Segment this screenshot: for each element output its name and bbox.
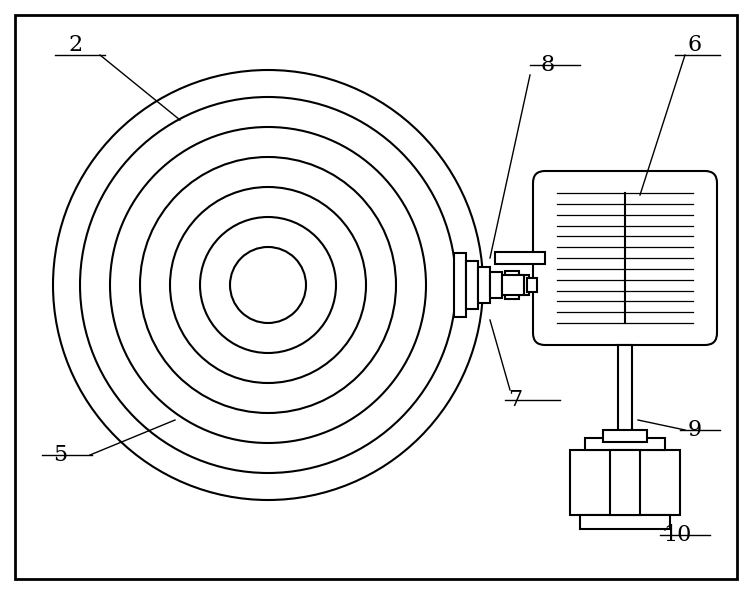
Bar (517, 275, 529, 295)
Bar (490, 272, 502, 298)
Bar (603, 430, 647, 442)
Bar (468, 275, 480, 295)
Text: 10: 10 (664, 524, 692, 546)
Bar (478, 278, 488, 292)
FancyBboxPatch shape (533, 171, 717, 345)
Text: 8: 8 (541, 54, 555, 76)
Bar (454, 253, 466, 317)
Text: 2: 2 (68, 34, 82, 56)
Bar (610, 450, 640, 515)
Bar (466, 261, 478, 309)
Bar (478, 267, 490, 303)
Text: 9: 9 (688, 419, 702, 441)
Bar (527, 278, 537, 292)
Bar (495, 252, 545, 264)
Bar (618, 345, 632, 440)
Bar (585, 438, 665, 450)
Bar (502, 275, 524, 295)
Bar (487, 277, 501, 293)
Bar (580, 515, 670, 529)
Bar (570, 450, 680, 515)
Text: 7: 7 (508, 389, 522, 411)
Text: 6: 6 (688, 34, 702, 56)
Bar (480, 273, 500, 297)
Text: 5: 5 (53, 444, 67, 466)
Bar (505, 271, 519, 299)
Bar (486, 280, 494, 290)
